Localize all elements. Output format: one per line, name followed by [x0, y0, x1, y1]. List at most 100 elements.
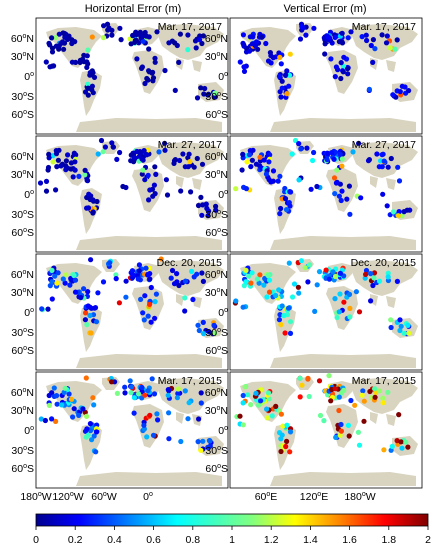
- station-marker: [326, 373, 332, 379]
- latitude-tick-label: 30oS: [205, 209, 228, 221]
- land-shape: [158, 378, 224, 414]
- station-marker: [76, 173, 82, 179]
- land-shape: [46, 145, 102, 186]
- station-marker: [282, 330, 288, 336]
- station-marker: [147, 301, 153, 307]
- station-marker: [140, 38, 146, 44]
- latitude-tick-label: 60oN: [205, 33, 228, 45]
- station-marker: [49, 49, 56, 55]
- station-marker: [123, 294, 129, 300]
- station-marker: [198, 390, 204, 396]
- station-marker: [151, 391, 158, 397]
- station-marker: [213, 203, 219, 209]
- land-shape: [76, 354, 222, 368]
- station-marker: [177, 157, 183, 164]
- station-marker: [278, 322, 284, 328]
- land-shape: [240, 145, 296, 186]
- map-frame: [35, 17, 229, 135]
- station-marker: [140, 310, 146, 316]
- station-marker: [278, 205, 284, 212]
- station-marker: [326, 276, 332, 282]
- station-marker: [388, 447, 394, 453]
- station-marker: [137, 149, 143, 155]
- station-marker: [53, 187, 59, 193]
- station-marker: [144, 152, 150, 158]
- station-marker: [284, 91, 290, 97]
- station-marker: [255, 402, 262, 408]
- latitude-tick-label: 30oN: [205, 287, 228, 299]
- station-marker: [72, 39, 78, 45]
- station-marker: [366, 86, 372, 92]
- station-marker: [330, 269, 336, 275]
- latitude-tick-label: 60oS: [11, 227, 34, 239]
- station-marker: [84, 59, 90, 65]
- station-marker: [248, 280, 254, 286]
- station-marker: [150, 432, 157, 438]
- station-marker: [352, 402, 358, 408]
- station-marker: [359, 392, 365, 398]
- station-marker: [403, 439, 409, 445]
- station-marker: [239, 167, 245, 173]
- station-marker: [314, 183, 320, 190]
- station-marker: [198, 194, 204, 200]
- station-marker: [185, 416, 191, 422]
- station-marker: [336, 407, 342, 414]
- station-marker: [109, 140, 115, 146]
- station-marker: [85, 289, 91, 295]
- station-marker: [338, 421, 344, 428]
- latitude-tick-label: 60oS: [205, 345, 228, 357]
- station-marker: [350, 149, 356, 155]
- land-shape: [270, 236, 416, 250]
- station-marker: [61, 46, 67, 52]
- station-marker: [266, 289, 273, 295]
- station-marker: [278, 94, 284, 100]
- station-marker: [295, 284, 301, 290]
- station-marker: [241, 43, 247, 49]
- land-shape: [76, 472, 222, 486]
- station-marker: [276, 287, 282, 293]
- station-marker: [332, 386, 338, 392]
- station-marker: [178, 438, 184, 445]
- station-marker: [406, 88, 412, 94]
- station-marker: [89, 437, 95, 443]
- station-marker: [379, 32, 385, 38]
- station-marker: [368, 271, 374, 277]
- latitude-tick-label: 60oS: [11, 109, 34, 121]
- station-marker: [240, 422, 246, 428]
- station-markers: [232, 258, 412, 337]
- station-marker: [150, 193, 156, 199]
- station-marker: [246, 48, 253, 54]
- station-marker: [211, 322, 217, 328]
- station-marker: [162, 67, 168, 74]
- station-marker: [51, 385, 57, 391]
- station-marker: [38, 416, 44, 422]
- station-marker: [139, 384, 145, 391]
- station-marker: [140, 167, 146, 173]
- land-shape: [370, 412, 396, 426]
- station-markers: [237, 21, 412, 100]
- station-marker: [259, 34, 265, 40]
- station-marker: [109, 379, 115, 385]
- station-marker: [339, 188, 345, 194]
- station-marker: [164, 192, 171, 198]
- station-marker: [42, 417, 48, 424]
- station-marker: [380, 400, 386, 406]
- station-marker: [341, 387, 347, 393]
- station-marker: [337, 151, 343, 157]
- land-shape: [76, 118, 222, 132]
- station-marker: [196, 416, 202, 422]
- station-marker: [54, 401, 60, 407]
- station-marker: [85, 47, 91, 53]
- latitude-tick-label: 0o: [24, 189, 34, 201]
- station-marker: [84, 413, 90, 419]
- latitude-tick-label: 30oS: [205, 327, 228, 339]
- station-marker: [329, 150, 335, 156]
- station-marker: [275, 178, 281, 184]
- station-marker: [264, 406, 270, 412]
- station-marker: [113, 276, 119, 282]
- station-marker: [53, 418, 59, 424]
- station-marker: [338, 60, 344, 66]
- map-frame: [35, 135, 229, 253]
- station-marker: [128, 390, 134, 396]
- map-frame: [35, 371, 229, 489]
